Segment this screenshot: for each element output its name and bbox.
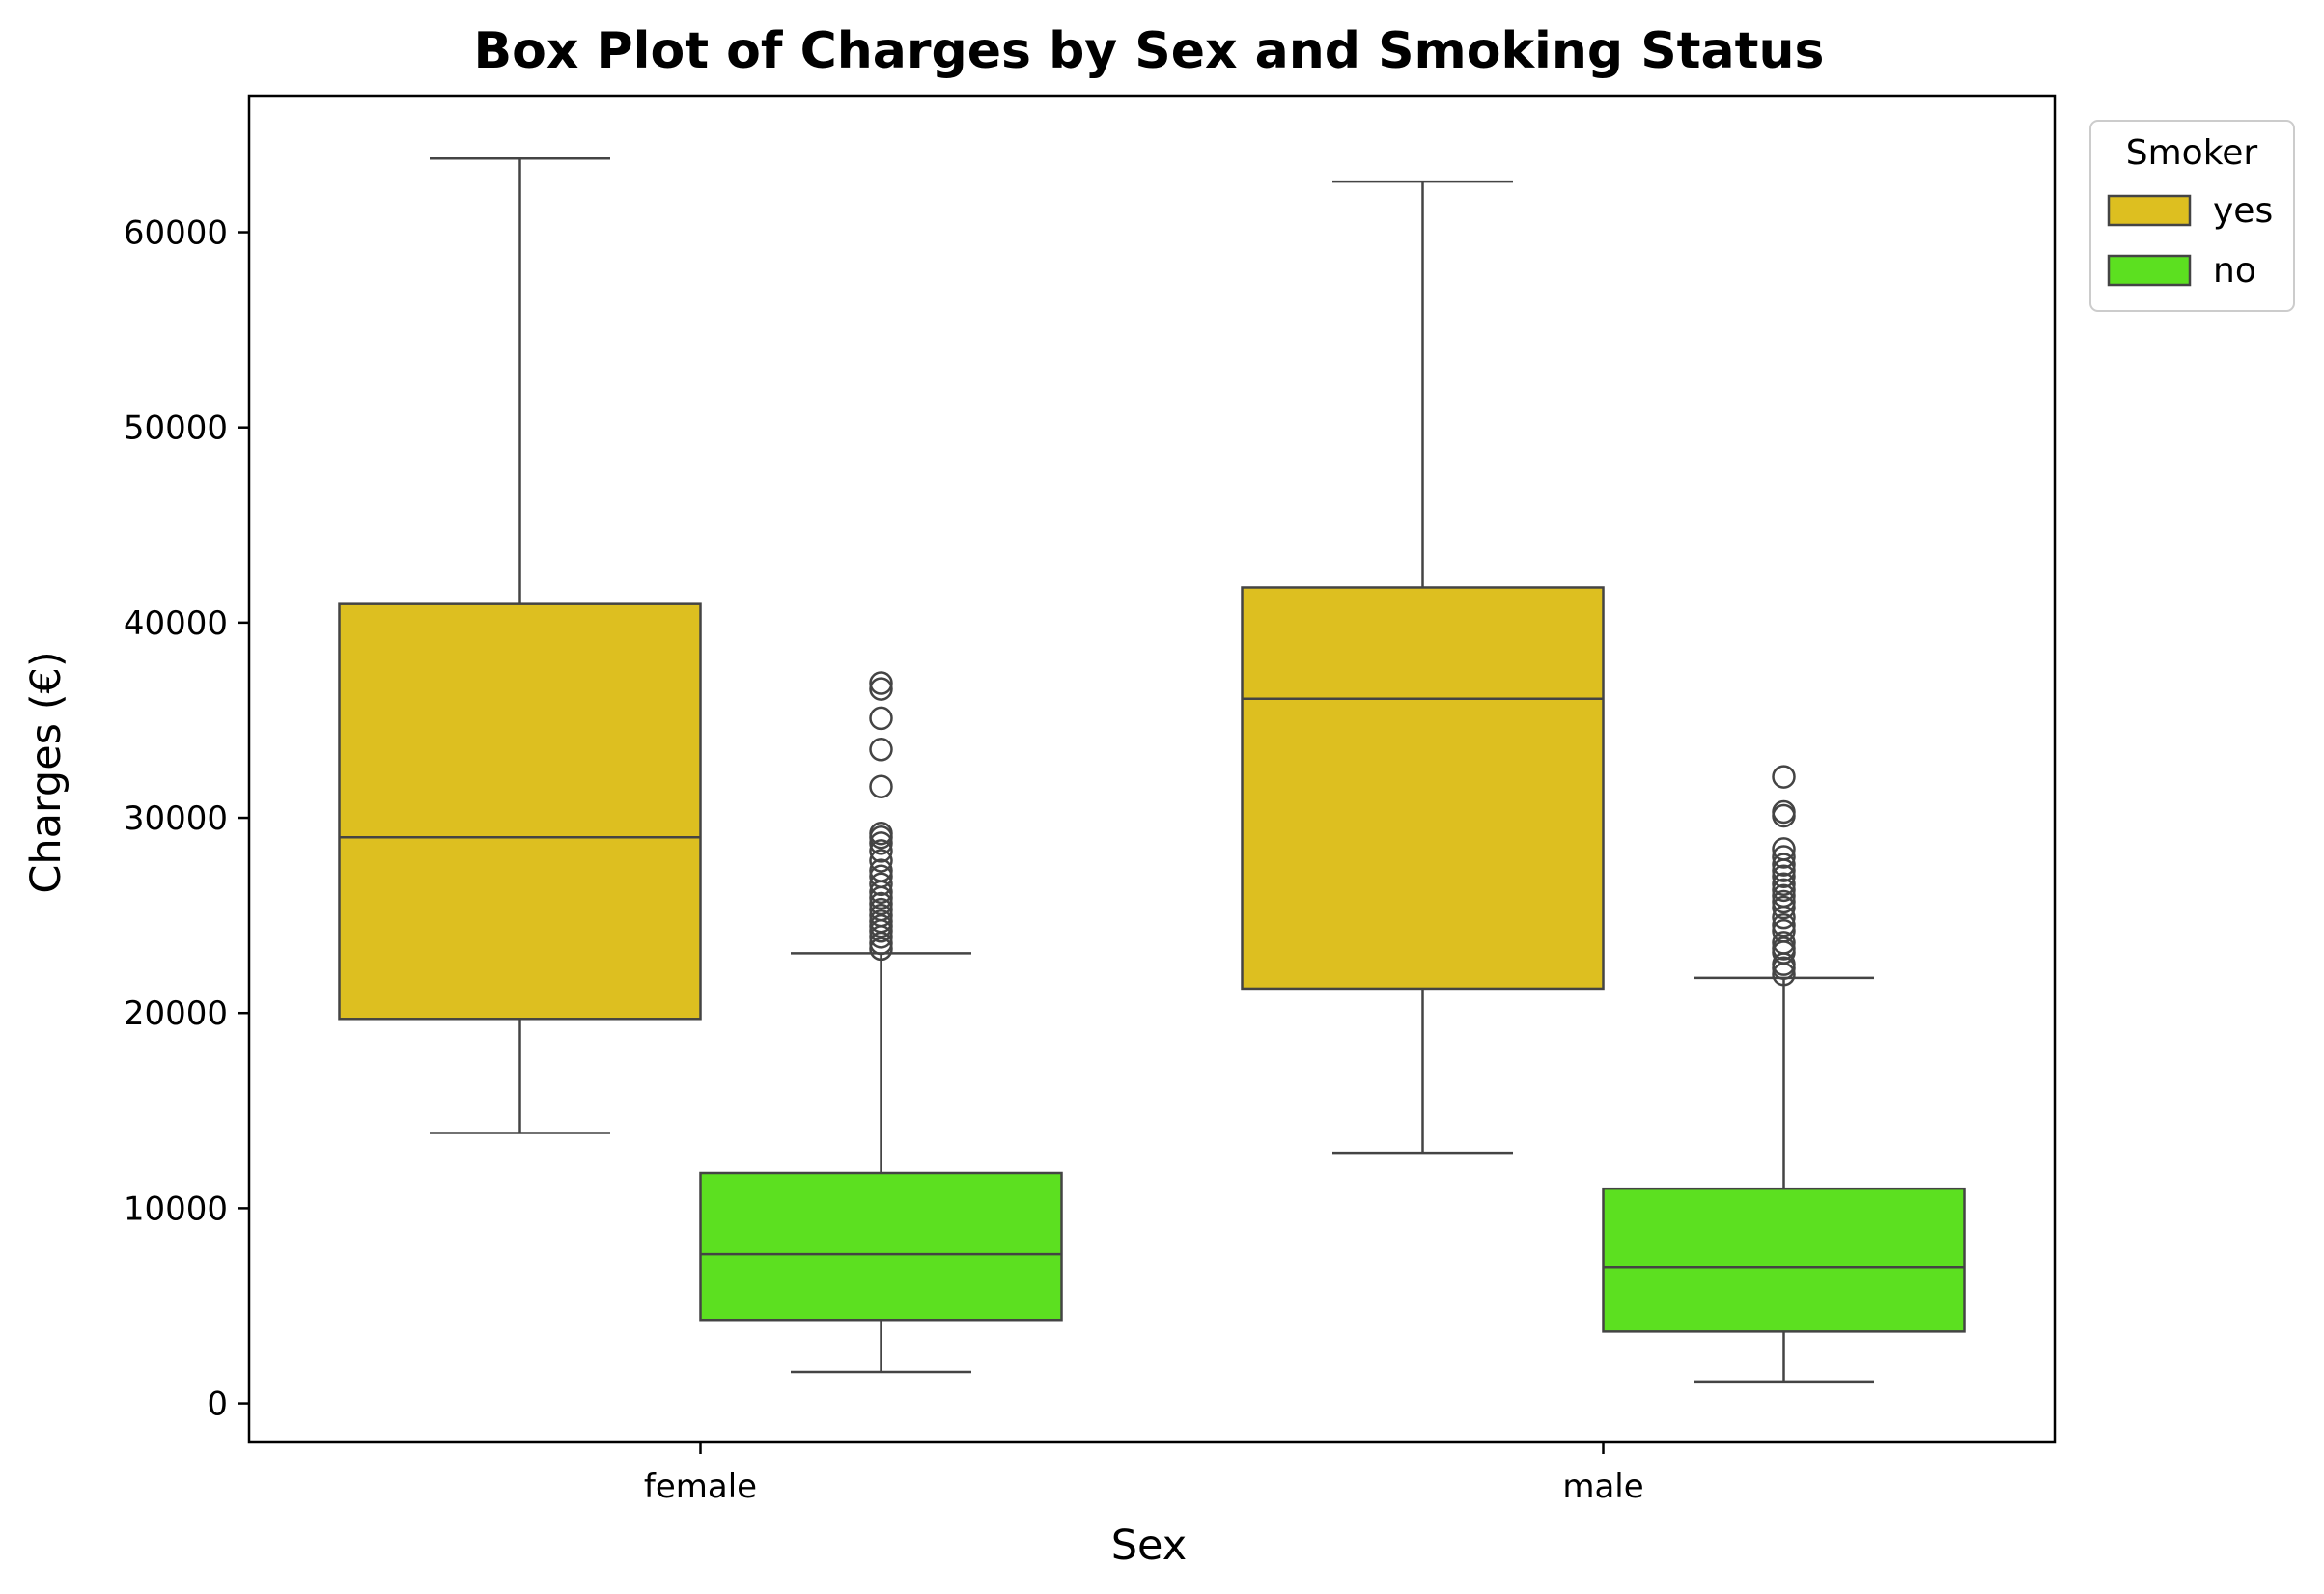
outlier-point [869, 831, 893, 855]
outlier-point [1772, 919, 1796, 943]
outlier-point [1772, 853, 1796, 877]
y-tick-label: 20000 [124, 994, 228, 1033]
outlier-point [869, 706, 893, 731]
outlier-point [1772, 895, 1796, 920]
outlier-point [869, 897, 893, 922]
iqr-box [1241, 586, 1605, 991]
y-tick-label: 40000 [124, 604, 228, 643]
y-tick-label: 0 [207, 1385, 228, 1424]
legend-label: yes [2213, 191, 2273, 231]
iqr-box [699, 1171, 1063, 1322]
y-axis: 0 10000 20000 30000 40000 50000 60000 [124, 214, 249, 1424]
outlier-point [1772, 799, 1796, 825]
outlier-point [869, 849, 893, 873]
legend-swatch [2107, 194, 2192, 227]
outlier-point [1772, 845, 1796, 869]
iqr-box [338, 602, 702, 1021]
legend: Smoker yes no [2089, 120, 2295, 312]
outlier-point [869, 839, 893, 863]
legend-title: Smoker [2126, 133, 2258, 173]
outlier-point [869, 891, 893, 916]
legend-swatch [2107, 254, 2192, 287]
outlier-point [1772, 912, 1796, 937]
outlier-point [869, 858, 893, 882]
plot-frame [247, 94, 2057, 1444]
outlier-point [869, 774, 893, 798]
outlier-point [869, 821, 893, 846]
outlier-point [869, 677, 893, 701]
box-male-yes [1241, 180, 1605, 1155]
y-tick-label: 50000 [124, 409, 228, 448]
outlier-point [1772, 931, 1796, 955]
box-female-no [699, 671, 1063, 1374]
outlier-point [869, 937, 893, 962]
outlier-point [1772, 878, 1796, 903]
outlier-point [869, 903, 893, 928]
y-tick-label: 60000 [124, 214, 228, 253]
outlier-point [869, 671, 893, 695]
outlier-point [1772, 883, 1796, 909]
iqr-box [1602, 1187, 1966, 1333]
legend-item-no: no [2107, 251, 2256, 291]
legend-label: no [2213, 251, 2256, 291]
y-tick-label: 10000 [124, 1189, 228, 1228]
outlier-point [869, 872, 893, 897]
box-male-no [1602, 765, 1966, 1384]
x-axis: female male [644, 1442, 1644, 1506]
y-axis-label: Charges (€) [22, 651, 70, 893]
outlier-point [1772, 837, 1796, 861]
x-tick-label: male [1562, 1468, 1643, 1506]
outlier-point [1772, 889, 1796, 914]
outlier-point [869, 738, 893, 762]
x-tick-label: female [644, 1468, 757, 1506]
outlier-point [869, 864, 893, 888]
x-axis-label: Sex [1111, 1522, 1187, 1570]
outlier-point [1772, 937, 1796, 961]
box-female-yes [338, 157, 702, 1134]
legend-item-yes: yes [2107, 191, 2273, 231]
outlier-point [1772, 872, 1796, 897]
chart-title: Box Plot of Charges by Sex and Smoking S… [474, 22, 1825, 80]
y-tick-label: 30000 [124, 799, 228, 838]
outlier-point [1772, 864, 1796, 888]
outlier-point [869, 909, 893, 934]
plot-marks [338, 157, 1966, 1384]
outlier-point [1772, 765, 1796, 789]
